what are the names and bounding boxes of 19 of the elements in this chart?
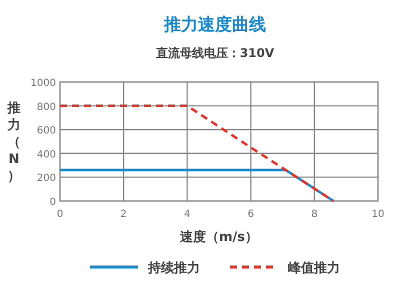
y-tick-label: 800 (36, 102, 56, 113)
legend-label: 持续推力 (147, 261, 200, 276)
chart-title: 推力速度曲线 (163, 15, 266, 35)
x-axis-title: 速度（m/s） (180, 229, 258, 245)
legend-label: 峰值推力 (288, 261, 340, 276)
y-tick-label: 0 (50, 197, 56, 208)
x-tick-label: 10 (372, 209, 384, 220)
x-tick-label: 0 (56, 209, 64, 220)
chart-subtitle: 直流母线电压：310V (154, 46, 275, 60)
line-series (58, 104, 335, 202)
y-tick-label: 200 (36, 173, 56, 184)
x-tick-label: 4 (184, 209, 190, 220)
x-tick-label: 8 (311, 209, 318, 220)
y-axis-title: 推力（N） (6, 101, 20, 184)
y-tick-label: 400 (36, 149, 56, 160)
y-tick-label: 600 (36, 126, 56, 137)
x-tick-label: 2 (120, 209, 127, 220)
x-tick-label: 6 (248, 209, 254, 220)
y-tick-label: 1000 (30, 78, 56, 89)
